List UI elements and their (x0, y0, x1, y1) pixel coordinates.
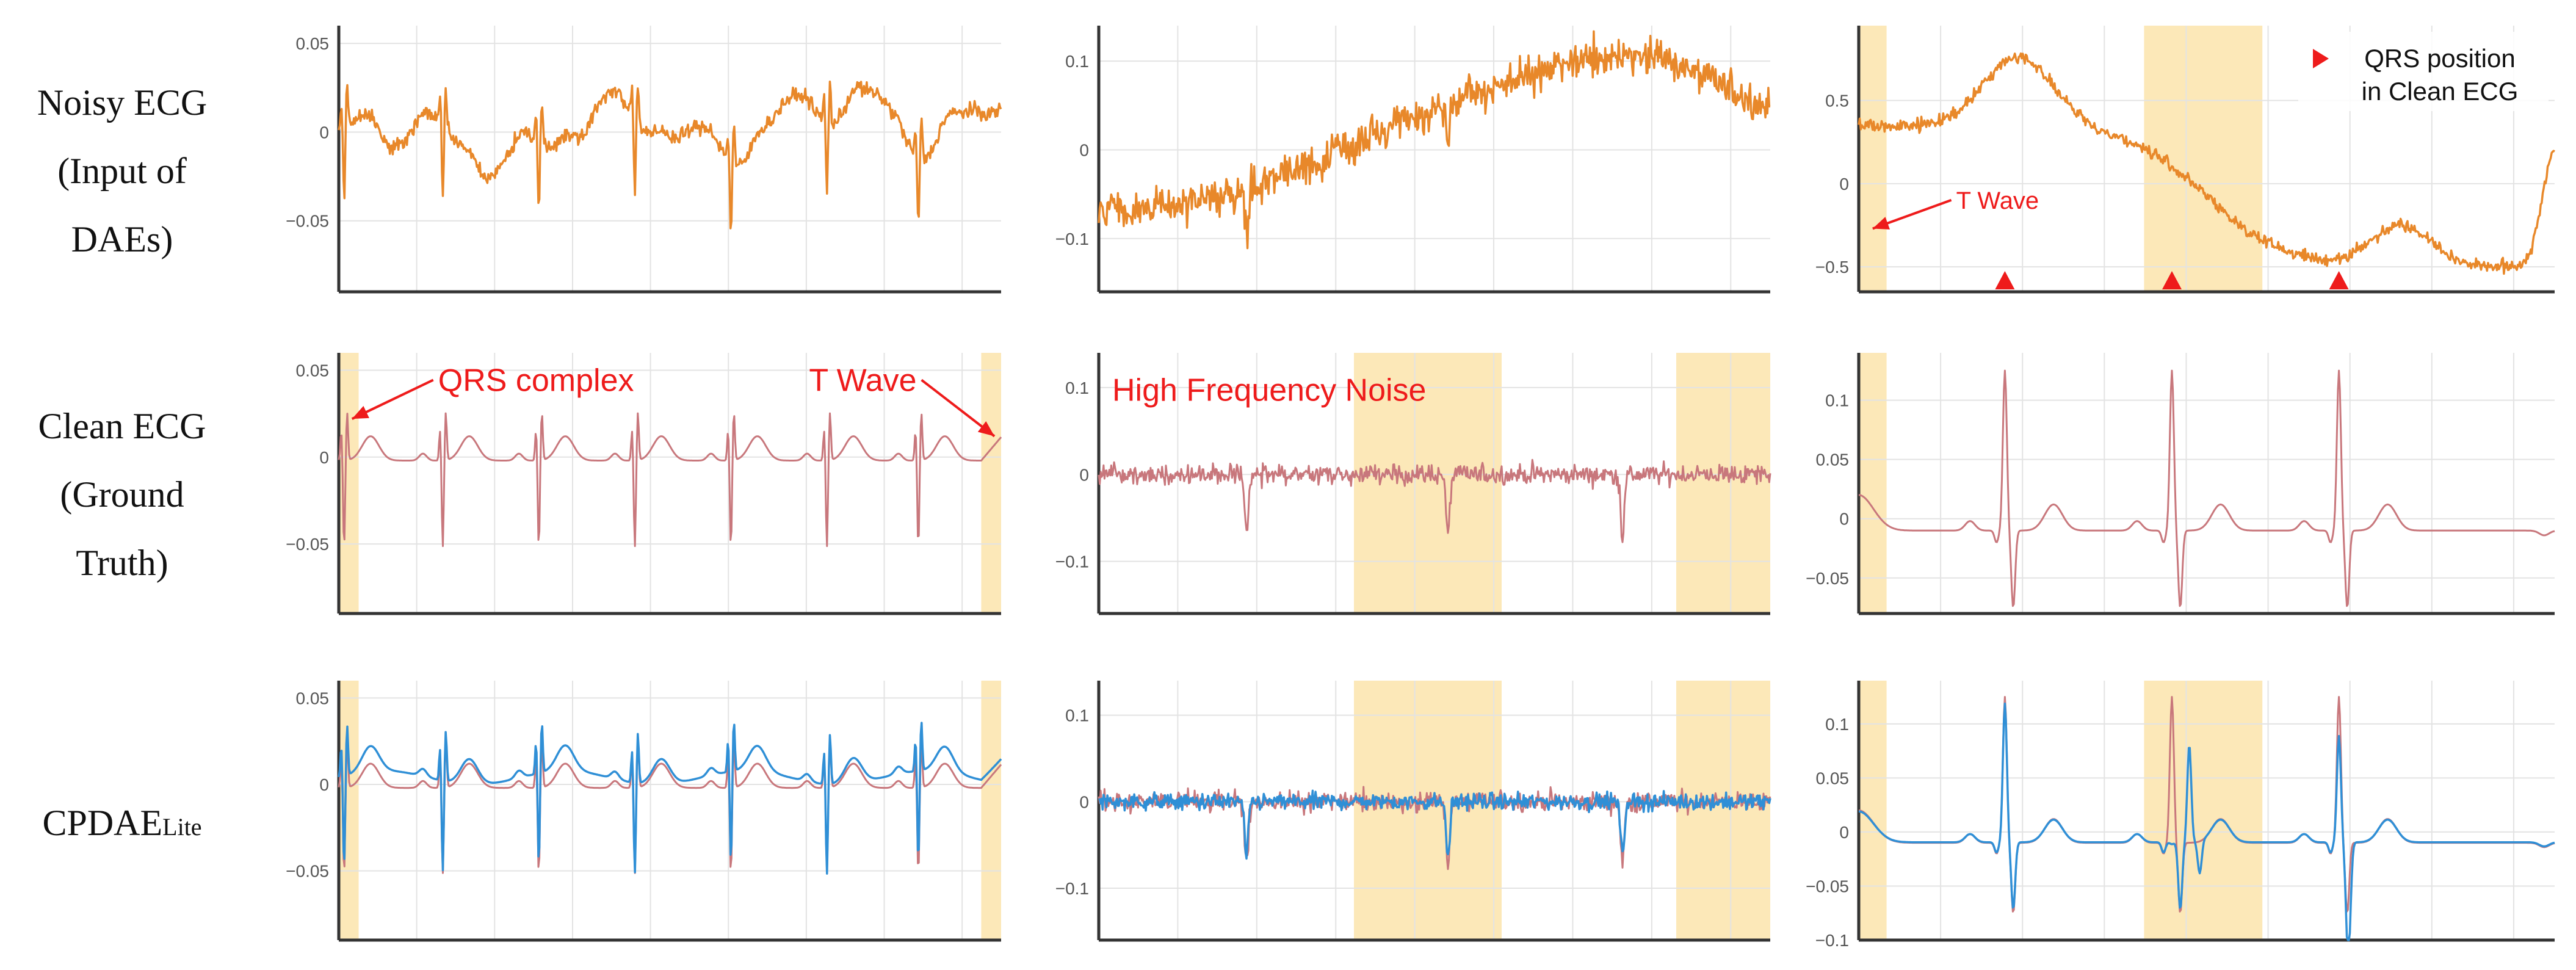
ecg-panel-r3-c1: 0.05 0 −0.05 (286, 681, 1002, 942)
qrs-position-marker (2162, 271, 2182, 289)
y-tick-label: 0.1 (1825, 391, 1849, 410)
highlight-region (1859, 26, 1887, 292)
y-tick-label: −0.05 (1806, 877, 1849, 896)
y-tick-label: 0.05 (296, 34, 330, 53)
row-label-noisy-ecg: Noisy ECG (Input of DAEs) (12, 68, 232, 273)
ecg-panel-r2-c3: 0.1 0.05 0 −0.05 (1806, 353, 2555, 615)
row-label-line: (Ground (60, 474, 184, 515)
row-label-cpdae-subscript: Lite (162, 813, 202, 841)
highlight-region (981, 353, 1001, 613)
y-tick-label: −0.1 (1055, 230, 1089, 248)
highlight-region (339, 681, 359, 940)
row-label-line: Truth) (76, 543, 168, 583)
ecg-panel-r2-c1: 0.05 0 −0.05 QRS complex T Wave (286, 353, 1002, 615)
row-label-line: (Input of (57, 151, 187, 191)
qrs-position-marker (1995, 271, 2015, 289)
y-tick-label: 0.1 (1065, 378, 1089, 397)
y-tick-label: 0 (319, 775, 329, 794)
noisy-ecg-trace (1098, 30, 1771, 250)
denoised-ecg-trace (338, 722, 1002, 875)
noisy-ecg-trace (338, 80, 1002, 230)
y-tick-label: −0.5 (1815, 258, 1849, 277)
y-tick-label: −0.05 (286, 535, 329, 554)
highlight-region (2144, 681, 2263, 940)
y-tick-label: 0 (1839, 823, 1849, 842)
ecg-panel-r3-c3: 0.1 0.05 0 −0.05 −0.1 (1806, 681, 2555, 950)
annotation-arrowhead (352, 406, 369, 419)
y-tick-label: 0.1 (1065, 52, 1089, 71)
row-label-line: Noisy ECG (37, 82, 208, 123)
legend-marker-icon (2313, 49, 2329, 68)
y-tick-label: −0.1 (1815, 931, 1849, 950)
clean-ecg-trace (338, 740, 1002, 874)
denoised-ecg-trace (1098, 789, 1771, 860)
y-tick-label: 0.05 (296, 689, 330, 708)
highlight-region (981, 681, 1001, 940)
ecg-panel-r1-c3: 0.5 0 −0.5 QRS position in Clean ECG T Wave (1815, 26, 2555, 294)
row-label-cpdae: CPDAE (42, 803, 163, 843)
y-tick-label: −0.1 (1055, 879, 1089, 898)
ecg-panel-r1-c2: 0.1 0 −0.1 (1055, 26, 1771, 294)
y-tick-label: −0.1 (1055, 552, 1089, 571)
ecg-panel-r1-c1: 0.05 0 −0.05 (286, 26, 1002, 294)
legend-box (2298, 32, 2549, 111)
qrs-position-marker (2329, 271, 2349, 289)
y-tick-label: 0 (319, 448, 329, 467)
ecg-panel-r3-c2: 0.1 0 −0.1 (1055, 681, 1771, 942)
y-tick-label: 0 (1839, 175, 1849, 194)
y-tick-label: 0.1 (1825, 715, 1849, 734)
annotation-arrowhead (977, 421, 995, 436)
ecg-panel-r2-c2: 0.1 0 −0.1 High Frequency Noise (1055, 353, 1771, 615)
annotation-label: T Wave (809, 363, 916, 399)
annotation-arrowhead (1872, 217, 1890, 230)
row-label-clean-ecg: Clean ECG (Ground Truth) (12, 392, 232, 597)
clean-ecg-trace (1098, 458, 1771, 543)
y-tick-label: 0.05 (296, 361, 330, 380)
highlight-region (1676, 681, 1770, 940)
legend-label: QRS position (2364, 44, 2515, 73)
clean-ecg-trace (1858, 369, 2555, 607)
y-tick-label: 0 (1079, 465, 1089, 484)
clean-ecg-trace (338, 412, 1002, 548)
y-tick-label: 0 (1079, 792, 1089, 811)
row-label-cpdae-lite: CPDAELite (12, 789, 232, 861)
y-tick-label: 0.05 (1816, 451, 1850, 469)
y-tick-label: −0.05 (1806, 569, 1849, 588)
denoised-ecg-trace (1858, 702, 2555, 941)
y-tick-label: 0 (319, 123, 329, 142)
annotation-label: High Frequency Noise (1112, 372, 1426, 408)
y-tick-label: −0.05 (286, 212, 329, 231)
highlight-region (1354, 681, 1502, 940)
y-tick-label: 0.5 (1825, 92, 1849, 110)
noisy-ecg-trace (1858, 52, 2555, 275)
annotation-label: QRS complex (438, 363, 634, 399)
y-tick-label: 0 (1839, 510, 1849, 529)
highlight-region (1354, 353, 1502, 613)
highlight-region (1859, 353, 1887, 613)
y-tick-label: 0.1 (1065, 706, 1089, 725)
highlight-region (339, 353, 359, 613)
y-tick-label: 0.05 (1816, 769, 1850, 787)
highlight-region (1859, 681, 1887, 940)
row-label-line: DAEs) (71, 219, 173, 259)
annotation-label: T Wave (1956, 187, 2039, 214)
y-tick-label: 0 (1079, 140, 1089, 159)
legend-label: in Clean ECG (2362, 77, 2519, 106)
row-label-line: Clean ECG (38, 406, 206, 446)
highlight-region (1676, 353, 1770, 613)
y-tick-label: −0.05 (286, 862, 329, 881)
